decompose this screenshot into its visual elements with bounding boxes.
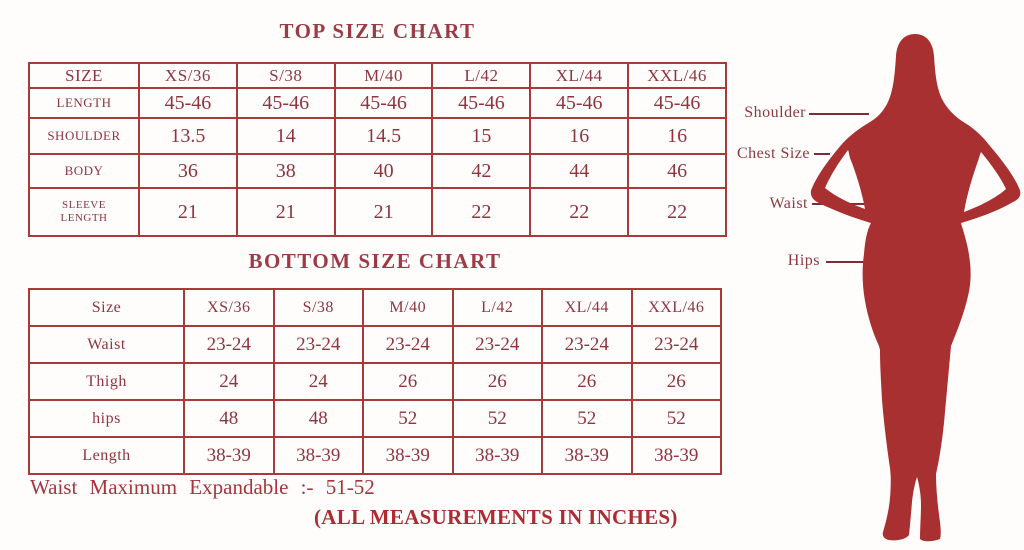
cell-value: 23-24 bbox=[362, 325, 454, 364]
cell-value: 48 bbox=[183, 399, 275, 438]
row-label-text: SLEEVE LENGTH bbox=[60, 198, 108, 224]
header-cell: S/38 bbox=[235, 62, 336, 89]
table-row: SHOULDER 13.5 14 14.5 15 16 16 bbox=[28, 117, 727, 155]
hips-label: Hips bbox=[787, 252, 820, 269]
cell-value: 23-24 bbox=[541, 325, 633, 364]
cell-value: 23-24 bbox=[451, 325, 543, 364]
silhouette-path bbox=[810, 34, 1021, 542]
cell-value: 46 bbox=[627, 153, 727, 189]
cell-value: 21 bbox=[235, 187, 336, 237]
cell-value: 16 bbox=[627, 117, 727, 155]
bottom-chart-title: BOTTOM SIZE CHART bbox=[248, 249, 502, 273]
cell-value: 52 bbox=[451, 399, 543, 438]
top-chart-title: TOP SIZE CHART bbox=[279, 19, 476, 43]
cell-value: 40 bbox=[333, 153, 434, 189]
cell-value: 44 bbox=[529, 153, 630, 189]
top-size-table: SIZE XS/36 S/38 M/40 L/42 XL/44 XXL/46 L… bbox=[28, 62, 727, 237]
header-cell: XL/44 bbox=[541, 288, 633, 327]
woman-silhouette-figure bbox=[810, 34, 1021, 542]
table-row: Waist 23-24 23-24 23-24 23-24 23-24 23-2… bbox=[28, 325, 722, 364]
cell-value: 22 bbox=[431, 187, 532, 237]
shoulder-label: Shoulder bbox=[744, 104, 806, 121]
header-cell: XS/36 bbox=[183, 288, 275, 327]
cell-value: 36 bbox=[138, 153, 238, 189]
cell-value: 45-46 bbox=[529, 87, 630, 119]
cell-value: 23-24 bbox=[272, 325, 364, 364]
header-cell: SIZE bbox=[28, 62, 140, 89]
row-label: Length bbox=[28, 436, 185, 475]
row-label: SLEEVE LENGTH bbox=[28, 187, 140, 237]
cell-value: 38-39 bbox=[451, 436, 543, 475]
cell-value: 42 bbox=[431, 153, 532, 189]
cell-value: 26 bbox=[451, 362, 543, 401]
cell-value: 14.5 bbox=[333, 117, 434, 155]
header-cell: M/40 bbox=[333, 62, 434, 89]
cell-value: 45-46 bbox=[138, 87, 238, 119]
chest-size-label: Chest Size bbox=[737, 145, 810, 162]
bottom-size-table: Size XS/36 S/38 M/40 L/42 XL/44 XXL/46 W… bbox=[28, 288, 722, 475]
cell-value: 15 bbox=[431, 117, 532, 155]
row-label: LENGTH bbox=[28, 87, 140, 119]
measurements-units-note: (ALL MEASUREMENTS IN INCHES) bbox=[314, 505, 678, 529]
table-header-row: SIZE XS/36 S/38 M/40 L/42 XL/44 XXL/46 bbox=[28, 62, 727, 89]
cell-value: 16 bbox=[529, 117, 630, 155]
cell-value: 45-46 bbox=[627, 87, 727, 119]
cell-value: 24 bbox=[272, 362, 364, 401]
cell-value: 38-39 bbox=[362, 436, 454, 475]
cell-value: 24 bbox=[183, 362, 275, 401]
cell-value: 52 bbox=[541, 399, 633, 438]
table-header-row: Size XS/36 S/38 M/40 L/42 XL/44 XXL/46 bbox=[28, 288, 722, 327]
cell-value: 26 bbox=[630, 362, 722, 401]
header-cell: L/42 bbox=[451, 288, 543, 327]
cell-value: 22 bbox=[529, 187, 630, 237]
cell-value: 45-46 bbox=[235, 87, 336, 119]
cell-value: 38-39 bbox=[630, 436, 722, 475]
cell-value: 21 bbox=[333, 187, 434, 237]
row-label: SHOULDER bbox=[28, 117, 140, 155]
waist-expandable-note: Waist Maximum Expandable :- 51-52 bbox=[30, 475, 375, 499]
cell-value: 22 bbox=[627, 187, 727, 237]
table-row: SLEEVE LENGTH 21 21 21 22 22 22 bbox=[28, 187, 727, 237]
row-label: Thigh bbox=[28, 362, 185, 401]
shoulder-pointer-line bbox=[809, 113, 869, 115]
cell-value: 13.5 bbox=[138, 117, 238, 155]
table-row: Length 38-39 38-39 38-39 38-39 38-39 38-… bbox=[28, 436, 722, 475]
row-label: BODY bbox=[28, 153, 140, 189]
cell-value: 38-39 bbox=[272, 436, 364, 475]
header-cell: XS/36 bbox=[138, 62, 238, 89]
table-row: hips 48 48 52 52 52 52 bbox=[28, 399, 722, 438]
cell-value: 38-39 bbox=[183, 436, 275, 475]
table-row: BODY 36 38 40 42 44 46 bbox=[28, 153, 727, 189]
row-label: hips bbox=[28, 399, 185, 438]
row-label: Waist bbox=[28, 325, 185, 364]
chest-pointer-line bbox=[814, 153, 830, 155]
cell-value: 45-46 bbox=[333, 87, 434, 119]
waist-label: Waist bbox=[769, 195, 808, 212]
header-cell: XXL/46 bbox=[630, 288, 722, 327]
header-cell: L/42 bbox=[431, 62, 532, 89]
header-cell: Size bbox=[28, 288, 185, 327]
cell-value: 38 bbox=[235, 153, 336, 189]
header-cell: M/40 bbox=[362, 288, 454, 327]
cell-value: 26 bbox=[362, 362, 454, 401]
cell-value: 23-24 bbox=[183, 325, 275, 364]
cell-value: 14 bbox=[235, 117, 336, 155]
cell-value: 48 bbox=[272, 399, 364, 438]
table-row: Thigh 24 24 26 26 26 26 bbox=[28, 362, 722, 401]
cell-value: 23-24 bbox=[630, 325, 722, 364]
header-cell: XXL/46 bbox=[627, 62, 727, 89]
cell-value: 52 bbox=[362, 399, 454, 438]
hips-pointer-line bbox=[826, 261, 873, 263]
cell-value: 52 bbox=[630, 399, 722, 438]
cell-value: 26 bbox=[541, 362, 633, 401]
cell-value: 45-46 bbox=[431, 87, 532, 119]
cell-value: 21 bbox=[138, 187, 238, 237]
table-row: LENGTH 45-46 45-46 45-46 45-46 45-46 45-… bbox=[28, 87, 727, 119]
header-cell: S/38 bbox=[272, 288, 364, 327]
cell-value: 38-39 bbox=[541, 436, 633, 475]
header-cell: XL/44 bbox=[529, 62, 630, 89]
